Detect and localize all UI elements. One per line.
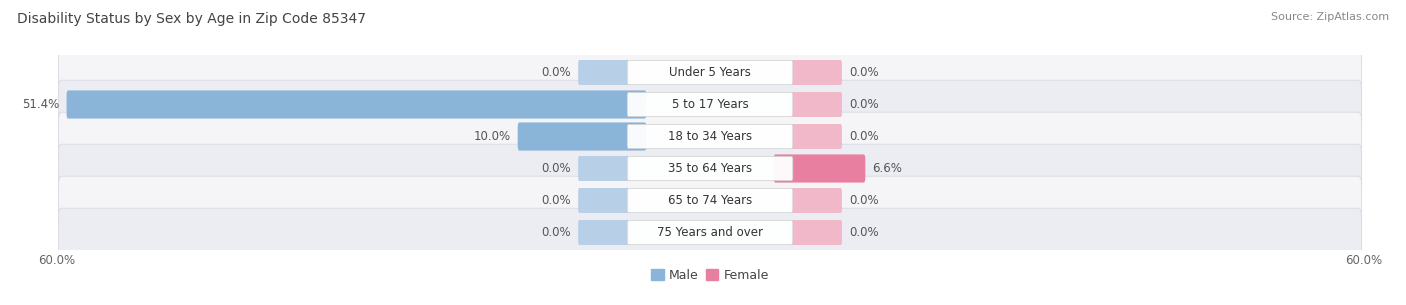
FancyBboxPatch shape [59,48,1361,97]
Text: 0.0%: 0.0% [541,194,571,207]
FancyBboxPatch shape [578,220,630,245]
FancyBboxPatch shape [790,188,842,213]
FancyBboxPatch shape [578,188,630,213]
FancyBboxPatch shape [59,176,1361,225]
FancyBboxPatch shape [627,156,793,181]
FancyBboxPatch shape [627,124,793,149]
Text: 6.6%: 6.6% [872,162,903,175]
Text: 75 Years and over: 75 Years and over [657,226,763,239]
Text: 10.0%: 10.0% [474,130,510,143]
Text: 0.0%: 0.0% [849,66,879,79]
FancyBboxPatch shape [517,122,647,151]
Text: 65 to 74 Years: 65 to 74 Years [668,194,752,207]
FancyBboxPatch shape [627,220,793,245]
Text: 35 to 64 Years: 35 to 64 Years [668,162,752,175]
Text: 18 to 34 Years: 18 to 34 Years [668,130,752,143]
Text: 5 to 17 Years: 5 to 17 Years [672,98,748,111]
FancyBboxPatch shape [59,112,1361,161]
FancyBboxPatch shape [790,92,842,117]
FancyBboxPatch shape [59,144,1361,193]
FancyBboxPatch shape [790,124,842,149]
Text: Under 5 Years: Under 5 Years [669,66,751,79]
Text: 51.4%: 51.4% [22,98,59,111]
FancyBboxPatch shape [578,60,630,85]
FancyBboxPatch shape [790,220,842,245]
FancyBboxPatch shape [773,154,865,183]
FancyBboxPatch shape [627,60,793,85]
FancyBboxPatch shape [59,208,1361,257]
Text: 0.0%: 0.0% [541,162,571,175]
FancyBboxPatch shape [627,92,793,117]
Text: 0.0%: 0.0% [849,194,879,207]
FancyBboxPatch shape [66,90,647,119]
FancyBboxPatch shape [627,188,793,213]
Text: 0.0%: 0.0% [849,130,879,143]
Text: 0.0%: 0.0% [849,98,879,111]
FancyBboxPatch shape [790,60,842,85]
FancyBboxPatch shape [578,156,630,181]
Text: 0.0%: 0.0% [541,66,571,79]
FancyBboxPatch shape [59,80,1361,129]
Legend: Male, Female: Male, Female [647,264,773,287]
Text: Disability Status by Sex by Age in Zip Code 85347: Disability Status by Sex by Age in Zip C… [17,12,366,26]
Text: 0.0%: 0.0% [541,226,571,239]
Text: 0.0%: 0.0% [849,226,879,239]
Text: Source: ZipAtlas.com: Source: ZipAtlas.com [1271,12,1389,22]
